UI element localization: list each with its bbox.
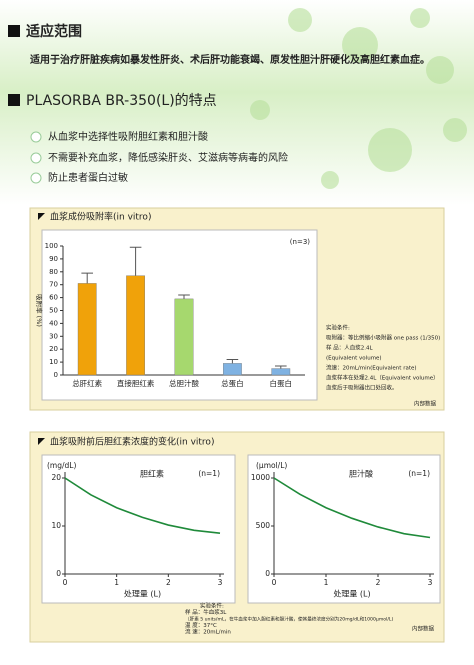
condition-line: 吸附器：等比例缩小吸附器 one pass (1/350)	[326, 334, 440, 342]
bullet: 不需要补充血浆，降低感染肝炎、艾滋病等病毒的风险	[48, 151, 288, 164]
heading: PLASORBA BR-350(L)的特点	[26, 93, 217, 109]
bar	[223, 363, 242, 376]
error-bar	[81, 272, 94, 284]
conditions: 实验条件: 吸附器：等比例缩小吸附器 one pass (1/350) 样 品：人血…	[326, 324, 440, 392]
line	[273, 477, 431, 539]
line	[64, 477, 221, 534]
error-bar	[129, 246, 142, 276]
panel-marker	[38, 438, 45, 445]
x-tick-label: 3	[218, 578, 223, 587]
y-tick-label: 60	[49, 294, 58, 302]
chart-box	[247, 454, 441, 604]
y-tick-label: 70	[49, 281, 58, 289]
condition-line: 血浆样本在处理2.4L（Equivalent volume）	[326, 374, 439, 382]
bar	[271, 368, 291, 376]
condition-line: 温 度：37°C	[185, 621, 217, 629]
y-tick-label: 0	[54, 371, 58, 379]
conditions: 实验条件:样 品：牛血浆3L（肝素 5 units/mL，在牛血浆中加入胆红素和…	[185, 602, 393, 636]
paragraph: 适用于治疗肝脏疾病如暴发性肝炎、术后肝功能衰竭、原发性胆汁肝硬化及高胆红素血症。	[30, 53, 430, 66]
heading: 适应范围	[26, 23, 82, 40]
panel-title: 血浆成份吸附率(in vitro)	[50, 211, 151, 223]
condition-line: 流 速：20mL/min	[185, 628, 231, 636]
x-tick-label: 1	[324, 578, 329, 587]
note: (n=1)	[408, 469, 430, 478]
chart-label: 胆汁酸	[349, 469, 373, 479]
x-tick-label: 3	[428, 578, 433, 587]
x-axis-label: 处理量 (L)	[124, 589, 161, 599]
x-tick-label: 白蛋白	[270, 378, 293, 388]
x-tick-label: 总肝红素	[72, 378, 102, 388]
source: 内部数据	[414, 400, 437, 408]
x-tick-label: 0	[272, 578, 277, 587]
chart-box	[41, 454, 236, 604]
y-axis-label: (mg/dL)	[47, 461, 76, 470]
condition-line: 流速：20mL/min(Equivalent rate)	[326, 364, 417, 372]
bullet-icon	[30, 152, 42, 164]
y-axis-label: 吸附率 (%)	[35, 294, 44, 327]
error-bar	[274, 365, 287, 369]
y-tick-label: 100	[45, 242, 58, 250]
heading-marker	[8, 94, 20, 106]
y-tick-label: 20	[51, 473, 61, 482]
y-tick-label: 10	[49, 358, 58, 366]
y-tick-label: 0	[56, 569, 61, 578]
x-tick-label: 2	[166, 578, 171, 587]
condition-line: (Equivalent volume)	[326, 356, 382, 362]
y-tick-label: 90	[49, 255, 58, 263]
condition-line: 实验条件:	[200, 602, 224, 610]
bar	[77, 283, 97, 376]
bullets: 从血浆中选择性吸附胆红素和胆汁酸 不需要补充血浆，降低感染肝炎、艾滋病等病毒的风…	[30, 130, 288, 184]
y-axis-label: (μmol/L)	[256, 461, 287, 470]
error-bar	[178, 294, 190, 299]
y-tick-label: 40	[49, 319, 58, 327]
y-tick-label: 30	[49, 332, 58, 340]
bullet: 防止患者蛋白过敏	[48, 171, 128, 184]
x-tick-label: 总蛋白	[221, 378, 244, 388]
x-tick-label: 2	[376, 578, 381, 587]
y-tick-label: 80	[49, 268, 58, 276]
bar	[174, 298, 194, 376]
source: 内部数据	[412, 625, 435, 633]
x-tick-label: 1	[114, 578, 119, 587]
note: (n=3)	[290, 238, 310, 246]
condition-line: 样 品：牛血浆3L	[185, 608, 227, 616]
heading-marker	[8, 25, 20, 37]
bar	[126, 275, 145, 376]
x-tick-label: 0	[63, 578, 68, 587]
x-tick-label: 总胆汁酸	[169, 378, 199, 388]
chart-label: 胆红素	[140, 469, 164, 479]
condition-line: 实验条件:	[326, 324, 350, 332]
x-axis-label: 处理量 (L)	[333, 589, 370, 599]
condition-line: 样 品：人血浆2.4L	[326, 344, 373, 352]
y-tick-label: 500	[256, 521, 271, 530]
y-tick-label: 10	[51, 521, 61, 530]
y-tick-label: 20	[49, 345, 58, 353]
condition-line: 血浆后于吸附器出口处回收。	[326, 384, 398, 392]
x-tick-label: 直接胆红素	[117, 378, 155, 388]
note: (n=1)	[198, 469, 220, 478]
y-tick-label: 0	[265, 569, 270, 578]
bullet-icon	[30, 131, 42, 143]
condition-line: （肝素 5 units/mL，在牛血浆中加入胆红素和胆汁酸，使其最终浓度分别为2…	[185, 616, 393, 623]
y-tick-label: 50	[49, 307, 58, 315]
panel-title: 血浆吸附前后胆红素浓度的变化(in vitro)	[50, 436, 214, 448]
y-tick-label: 1000	[251, 473, 270, 482]
bubbles	[250, 8, 467, 189]
bullet: 从血浆中选择性吸附胆红素和胆汁酸	[48, 130, 208, 143]
error-bar	[226, 359, 239, 364]
panel-marker	[38, 213, 45, 220]
bullet-icon	[30, 172, 42, 184]
